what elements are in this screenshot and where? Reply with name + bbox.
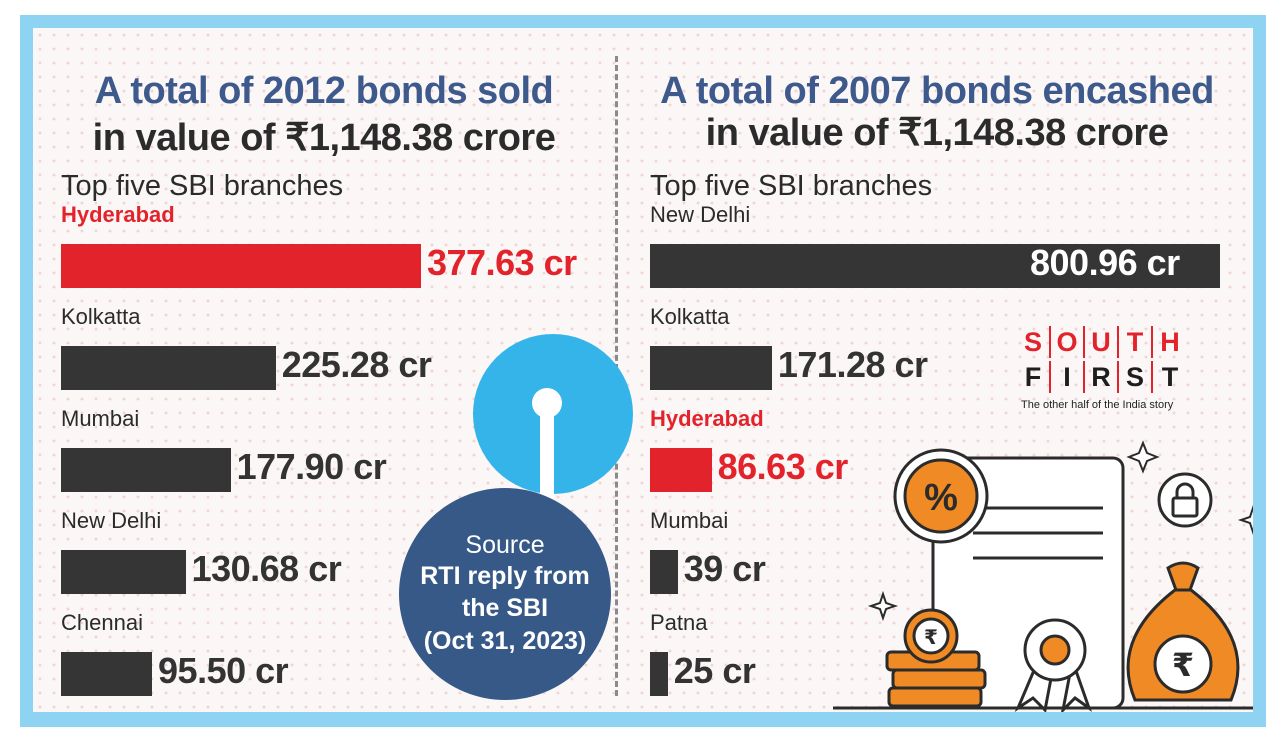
- sbi-logo-slot: [540, 408, 554, 498]
- bar: [61, 550, 186, 594]
- brand-letter: S: [1119, 361, 1153, 393]
- bar: [61, 448, 231, 492]
- money-bag-icon: ₹: [1126, 561, 1240, 702]
- bar: [650, 550, 678, 594]
- brand-logo-row1: S O U T H: [1017, 326, 1187, 358]
- brand-logo-row2: F I R S T: [1017, 361, 1187, 393]
- source-line3: (Oct 31, 2023): [423, 626, 587, 655]
- infographic-frame: A total of 2012 bonds sold in value of ₹…: [20, 15, 1266, 727]
- bar-value-label: 39 cr: [683, 548, 766, 589]
- svg-text:₹: ₹: [1172, 646, 1194, 684]
- bar: [61, 652, 153, 696]
- bar-value-label: 86.63 cr: [717, 446, 849, 487]
- source-line2: the SBI: [461, 594, 549, 623]
- infographic-panel: A total of 2012 bonds sold in value of ₹…: [33, 28, 1253, 712]
- right-headline-line2: in value of ₹1,148.38 crore: [705, 112, 1169, 154]
- category-label: Hyderabad: [650, 406, 764, 431]
- bar-value-label: 377.63 cr: [427, 242, 577, 283]
- rupee-coin-icon: ₹: [885, 608, 987, 708]
- brand-letter: T: [1119, 326, 1153, 358]
- bar-value-label: 25 cr: [673, 650, 756, 691]
- award-ribbon-icon: [1014, 618, 1092, 712]
- bar: [650, 448, 712, 492]
- category-label: Chennai: [61, 610, 143, 635]
- brand-letter: U: [1085, 326, 1119, 358]
- left-headline-line1: A total of 2012 bonds sold: [94, 70, 554, 112]
- brand-letter: O: [1051, 326, 1085, 358]
- left-headline-line2: in value of ₹1,148.38 crore: [92, 117, 556, 159]
- brand-letter: R: [1085, 361, 1119, 393]
- bar-value-label: 225.28 cr: [281, 344, 432, 385]
- category-label: Kolkatta: [61, 304, 141, 329]
- svg-text:₹: ₹: [924, 625, 938, 649]
- bar: [61, 244, 421, 288]
- bar: [650, 244, 1220, 288]
- brand-letter: F: [1017, 361, 1051, 393]
- bar-value-label: 95.50 cr: [158, 650, 289, 691]
- left-subheading: Top five SBI branches: [61, 170, 344, 202]
- finance-illustration: %: [833, 440, 1253, 712]
- bar-value-label: 800.96 cr: [1030, 242, 1180, 283]
- category-label: Hyderabad: [61, 202, 175, 227]
- svg-text:%: %: [924, 477, 958, 519]
- brand-letter: T: [1161, 362, 1179, 392]
- source-badge: Source RTI reply from the SBI (Oct 31, 2…: [399, 488, 611, 700]
- category-label: Mumbai: [650, 508, 729, 533]
- bar: [61, 346, 276, 390]
- right-headline-line1: A total of 2007 bonds encashed: [660, 70, 1214, 112]
- bar-value-label: 130.68 cr: [191, 548, 342, 589]
- category-label: New Delhi: [61, 508, 162, 533]
- category-label: New Delhi: [650, 202, 751, 227]
- padlock-icon: [1157, 472, 1213, 528]
- brand-tagline: The other half of the India story: [1021, 399, 1174, 411]
- source-title: Source: [465, 530, 545, 559]
- category-label: Kolkatta: [650, 304, 730, 329]
- percent-badge-icon: %: [893, 448, 989, 544]
- right-subheading: Top five SBI branches: [650, 170, 933, 202]
- sparkle-icon: [867, 440, 1253, 622]
- category-label: Patna: [650, 610, 708, 635]
- bar: [650, 346, 772, 390]
- category-label: Mumbai: [61, 406, 140, 431]
- brand-letter: H: [1160, 327, 1180, 357]
- brand-letter: S: [1017, 326, 1051, 358]
- brand-letter: I: [1051, 361, 1085, 393]
- bar-value-label: 171.28 cr: [777, 344, 928, 385]
- bar-value-label: 177.90 cr: [236, 446, 387, 487]
- bar: [650, 652, 668, 696]
- source-line1: RTI reply from: [420, 561, 590, 590]
